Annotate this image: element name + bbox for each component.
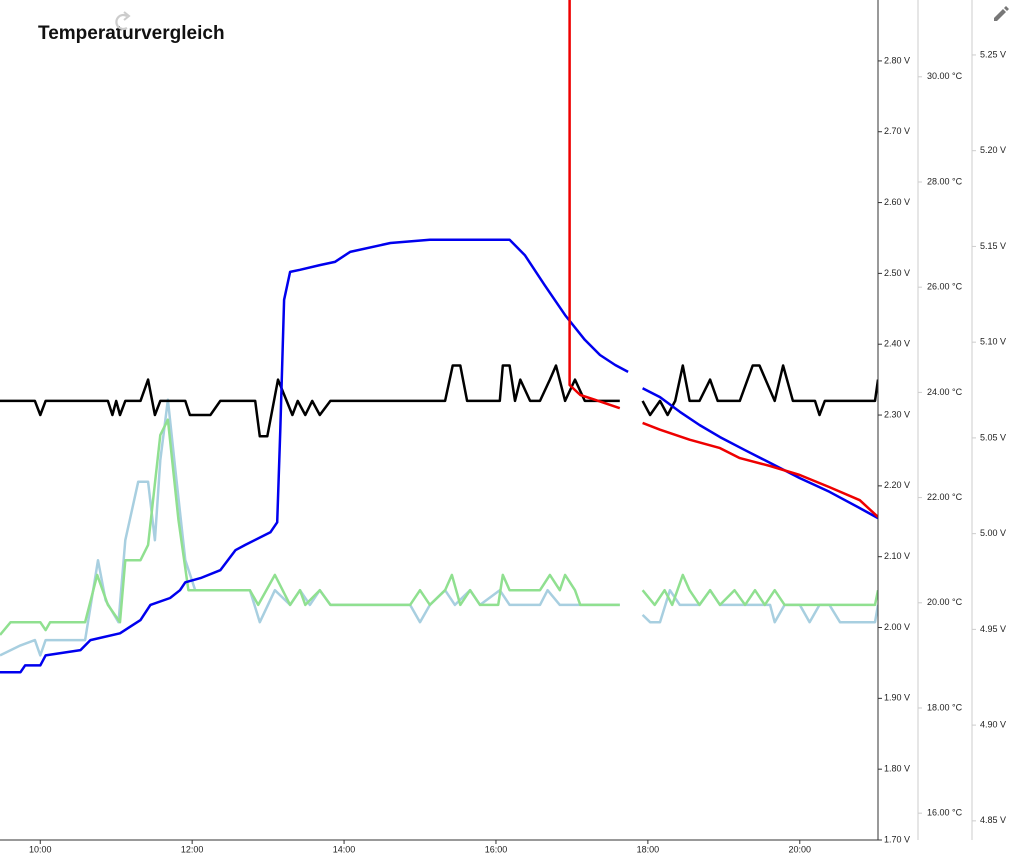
edit-icon[interactable] <box>994 6 1009 21</box>
y2-tick-label: 20.00 °C <box>927 597 963 607</box>
series-line <box>0 364 878 438</box>
series-line <box>0 238 878 674</box>
y3-tick-label: 4.90 V <box>980 719 1006 729</box>
y-tick-label: 2.40 V <box>884 339 910 349</box>
y3-tick-label: 5.15 V <box>980 241 1006 251</box>
y2-tick-label: 24.00 °C <box>927 387 963 397</box>
y2-tick-label: 28.00 °C <box>927 176 963 186</box>
y2-tick-label: 26.00 °C <box>927 282 963 292</box>
series-line <box>568 0 878 518</box>
y-tick-label: 2.80 V <box>884 55 910 65</box>
x-tick-label: 10:00 <box>29 844 52 854</box>
y3-tick-label: 4.85 V <box>980 815 1006 825</box>
y-tick-label: 2.00 V <box>884 622 910 632</box>
y2-tick-label: 16.00 °C <box>927 808 963 818</box>
y-tick-label: 2.10 V <box>884 551 910 561</box>
y-tick-label: 1.90 V <box>884 693 910 703</box>
y-tick-label: 2.70 V <box>884 126 910 136</box>
y3-tick-label: 5.25 V <box>980 49 1006 59</box>
y2-tick-label: 22.00 °C <box>927 492 963 502</box>
y2-tick-label: 30.00 °C <box>927 71 963 81</box>
y3-tick-label: 5.10 V <box>980 337 1006 347</box>
y3-tick-label: 5.05 V <box>980 432 1006 442</box>
y-tick-label: 2.30 V <box>884 409 910 419</box>
y3-tick-label: 5.00 V <box>980 528 1006 538</box>
chart-title: Temperaturvergleich <box>38 23 225 44</box>
y-tick-label: 2.50 V <box>884 268 910 278</box>
x-tick-label: 18:00 <box>637 844 660 854</box>
series-line <box>0 418 878 636</box>
refresh-icon[interactable] <box>115 11 131 31</box>
y-tick-label: 1.80 V <box>884 764 910 774</box>
x-tick-label: 12:00 <box>181 844 204 854</box>
x-tick-label: 16:00 <box>485 844 508 854</box>
y-tick-label: 1.70 V <box>884 834 910 844</box>
x-tick-label: 20:00 <box>789 844 812 854</box>
y2-tick-label: 18.00 °C <box>927 702 963 712</box>
y3-tick-label: 4.95 V <box>980 624 1006 634</box>
y-tick-label: 2.60 V <box>884 197 910 207</box>
y3-tick-label: 5.20 V <box>980 145 1006 155</box>
plot-area <box>0 0 878 674</box>
y-tick-label: 2.20 V <box>884 480 910 490</box>
x-tick-label: 14:00 <box>333 844 356 854</box>
